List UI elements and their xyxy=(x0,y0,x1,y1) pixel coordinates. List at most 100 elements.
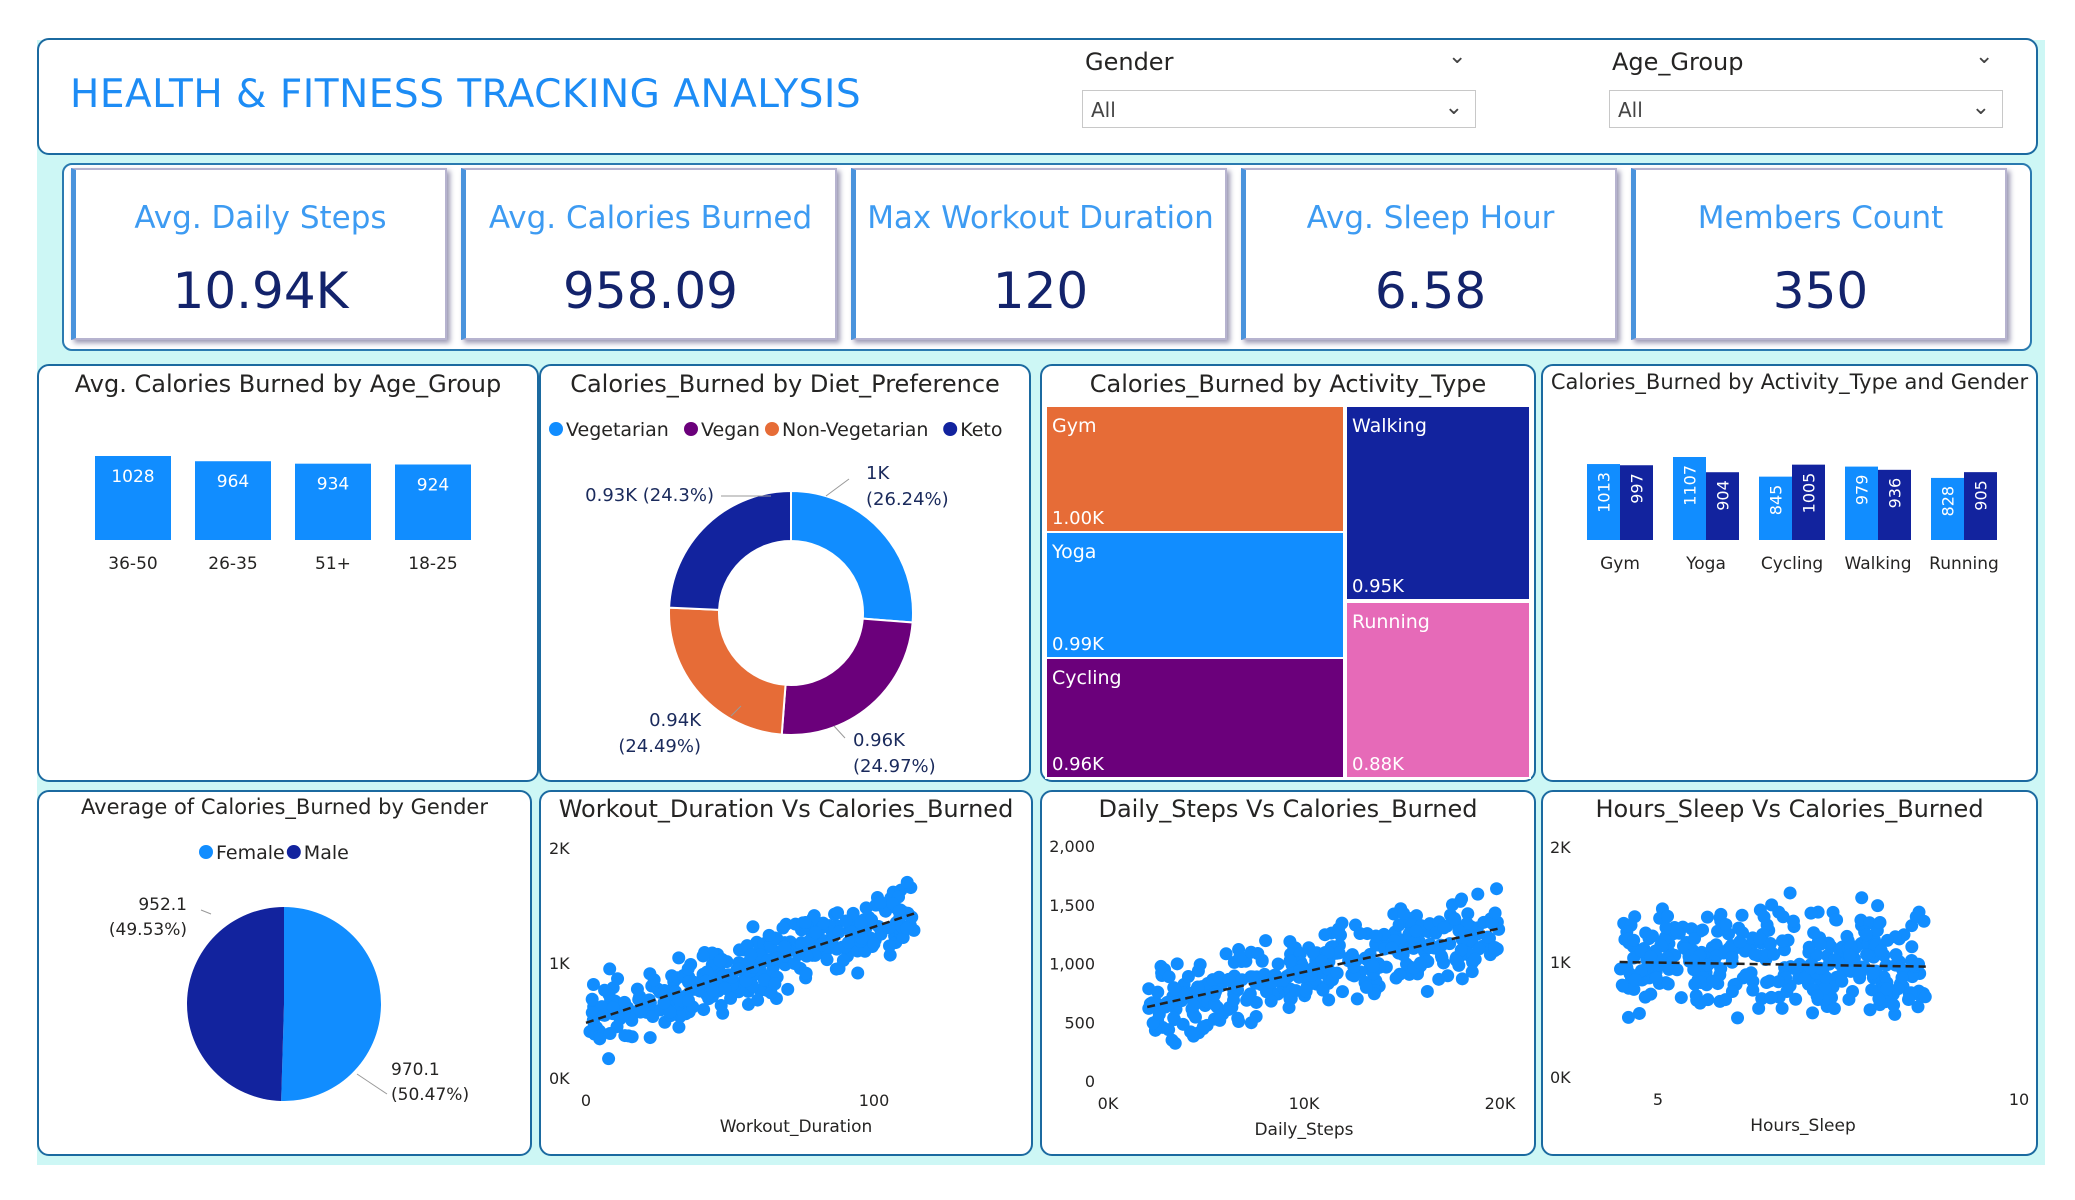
scatter-point xyxy=(1719,993,1733,1007)
chevron-down-icon[interactable]: ⌄ xyxy=(1448,44,1467,69)
page-title: HEALTH & FITNESS TRACKING ANALYSIS xyxy=(70,72,862,117)
scatter-point xyxy=(586,978,600,992)
scatter-point xyxy=(598,983,612,997)
scatter-point xyxy=(799,966,813,980)
donut-slice xyxy=(668,489,792,611)
scatter-point xyxy=(603,962,617,976)
activity-treemap-panel[interactable]: Calories_Burned by Activity_Type Gym 1.00… xyxy=(1040,364,1536,782)
scatter-point xyxy=(1688,932,1702,946)
activity-gender-chart-panel[interactable]: Calories_Burned by Activity_Type and Gen… xyxy=(1541,364,2038,782)
gender-dropdown[interactable]: All ⌄ xyxy=(1082,90,1476,128)
legend-marker xyxy=(199,845,213,859)
scatter-point xyxy=(1490,882,1504,896)
x-tick-label: 10K xyxy=(1289,1094,1320,1113)
scatter-point xyxy=(1315,954,1329,968)
data-label: (26.24%) xyxy=(866,489,949,510)
scatter-point xyxy=(1455,972,1469,986)
scatter-point xyxy=(1170,957,1184,971)
steps-scatter-panel[interactable]: Daily_Steps Vs Calories_Burned 0 500 1,000… xyxy=(1040,790,1536,1156)
bar xyxy=(1706,472,1739,540)
x-tick-label: Cycling xyxy=(1761,554,1823,574)
scatter-point xyxy=(1763,936,1777,950)
scatter-point xyxy=(1912,957,1926,971)
age-group-dropdown[interactable]: All ⌄ xyxy=(1609,90,2003,128)
scatter-point xyxy=(799,915,813,929)
scatter-point xyxy=(1813,937,1827,951)
scatter-point xyxy=(1771,975,1785,989)
scatter-point xyxy=(841,935,855,949)
kpi-value: 6.58 xyxy=(1374,262,1487,320)
scatter-point xyxy=(900,921,914,935)
scatter-point xyxy=(696,949,710,963)
gender-pie-panel[interactable]: Average of Calories_Burned by Gender Fem… xyxy=(37,790,532,1156)
scatter-point xyxy=(1880,933,1894,947)
scatter-point xyxy=(1187,999,1201,1013)
bar-data-label: 1013 xyxy=(1595,472,1614,513)
scatter-point xyxy=(1332,946,1346,960)
treemap-value-label: 0.99K xyxy=(1052,634,1105,655)
scatter-point xyxy=(611,972,625,986)
scatter-point xyxy=(1413,956,1427,970)
scatter-point xyxy=(630,982,644,996)
x-tick-label: 0 xyxy=(581,1091,591,1110)
scatter-point xyxy=(1437,921,1451,935)
scatter-point xyxy=(1860,948,1874,962)
scatter-point xyxy=(1162,970,1176,984)
scatter-point xyxy=(1335,916,1349,930)
legend-label: Male xyxy=(304,842,349,864)
legend-marker xyxy=(684,422,698,436)
scatter-point xyxy=(1725,950,1739,964)
scatter-point xyxy=(854,916,868,930)
scatter-point xyxy=(643,1031,657,1045)
data-label: (24.49%) xyxy=(618,736,701,757)
kpi-label: Members Count xyxy=(1697,200,1944,236)
kpi-card-avg-calories-burned: Avg. Calories Burned 958.09 xyxy=(461,168,837,340)
scatter-point xyxy=(1859,928,1873,942)
leader-line xyxy=(356,1073,388,1095)
treemap-cell xyxy=(1345,405,1531,601)
scatter-point xyxy=(1627,933,1641,947)
y-tick-label: 2K xyxy=(549,839,570,858)
scatter-point xyxy=(617,1007,631,1021)
x-tick-label: 100 xyxy=(859,1091,890,1110)
scatter-point xyxy=(1632,1006,1646,1020)
scatter-point xyxy=(1802,940,1816,954)
bar xyxy=(295,463,371,540)
diet-chart-panel[interactable]: Calories_Burned by Diet_Preference Veget… xyxy=(539,364,1031,782)
scatter-point xyxy=(1448,912,1462,926)
bar-data-label: 1028 xyxy=(111,467,154,487)
scatter-point xyxy=(1810,989,1824,1003)
y-tick-label: 500 xyxy=(1064,1013,1095,1032)
scatter-point xyxy=(1420,984,1434,998)
scatter-point xyxy=(1244,1016,1258,1030)
x-tick-label: 0K xyxy=(1098,1094,1119,1113)
scatter-point xyxy=(1853,966,1867,980)
data-label: (24.97%) xyxy=(853,756,936,777)
chart-title: Avg. Calories Burned by Age_Group xyxy=(74,370,502,398)
scatter-point xyxy=(1193,958,1207,972)
x-tick-label: Gym xyxy=(1600,554,1640,574)
scatter-point xyxy=(1701,958,1715,972)
treemap-category-label: Yoga xyxy=(1051,541,1096,563)
scatter-point xyxy=(1316,983,1330,997)
chevron-down-icon[interactable]: ⌄ xyxy=(1975,44,1994,69)
scatter-point xyxy=(1282,1001,1296,1015)
sleep-scatter-panel[interactable]: Hours_Sleep Vs Calories_Burned 0K 1K 2K 5 10… xyxy=(1541,790,2038,1156)
scatter-point xyxy=(1840,929,1854,943)
treemap-value-label: 0.96K xyxy=(1052,754,1105,775)
y-tick-label: 2K xyxy=(1550,838,1571,857)
scatter-point xyxy=(1168,982,1182,996)
chart-title: Average of Calories_Burned by Gender xyxy=(81,795,488,819)
age-group-chart-panel[interactable]: Avg. Calories Burned by Age_Group 1028 36… xyxy=(37,364,539,782)
scatter-point xyxy=(865,913,879,927)
trend-line xyxy=(1146,927,1501,1009)
scatter-point xyxy=(663,1005,677,1019)
treemap-category-label: Gym xyxy=(1052,415,1096,437)
scatter-point xyxy=(873,895,887,909)
kpi-label: Avg. Daily Steps xyxy=(134,200,387,236)
diet-donut-chart: Vegetarian Vegan Non-Vegetarian Keto 1K (26.2… xyxy=(549,419,1002,777)
bar-data-label: 934 xyxy=(317,475,349,495)
workout-scatter-panel[interactable]: Workout_Duration Vs Calories_Burned 0K 1K… xyxy=(539,790,1033,1156)
scatter-point xyxy=(1181,970,1195,984)
scatter-point xyxy=(1434,949,1448,963)
